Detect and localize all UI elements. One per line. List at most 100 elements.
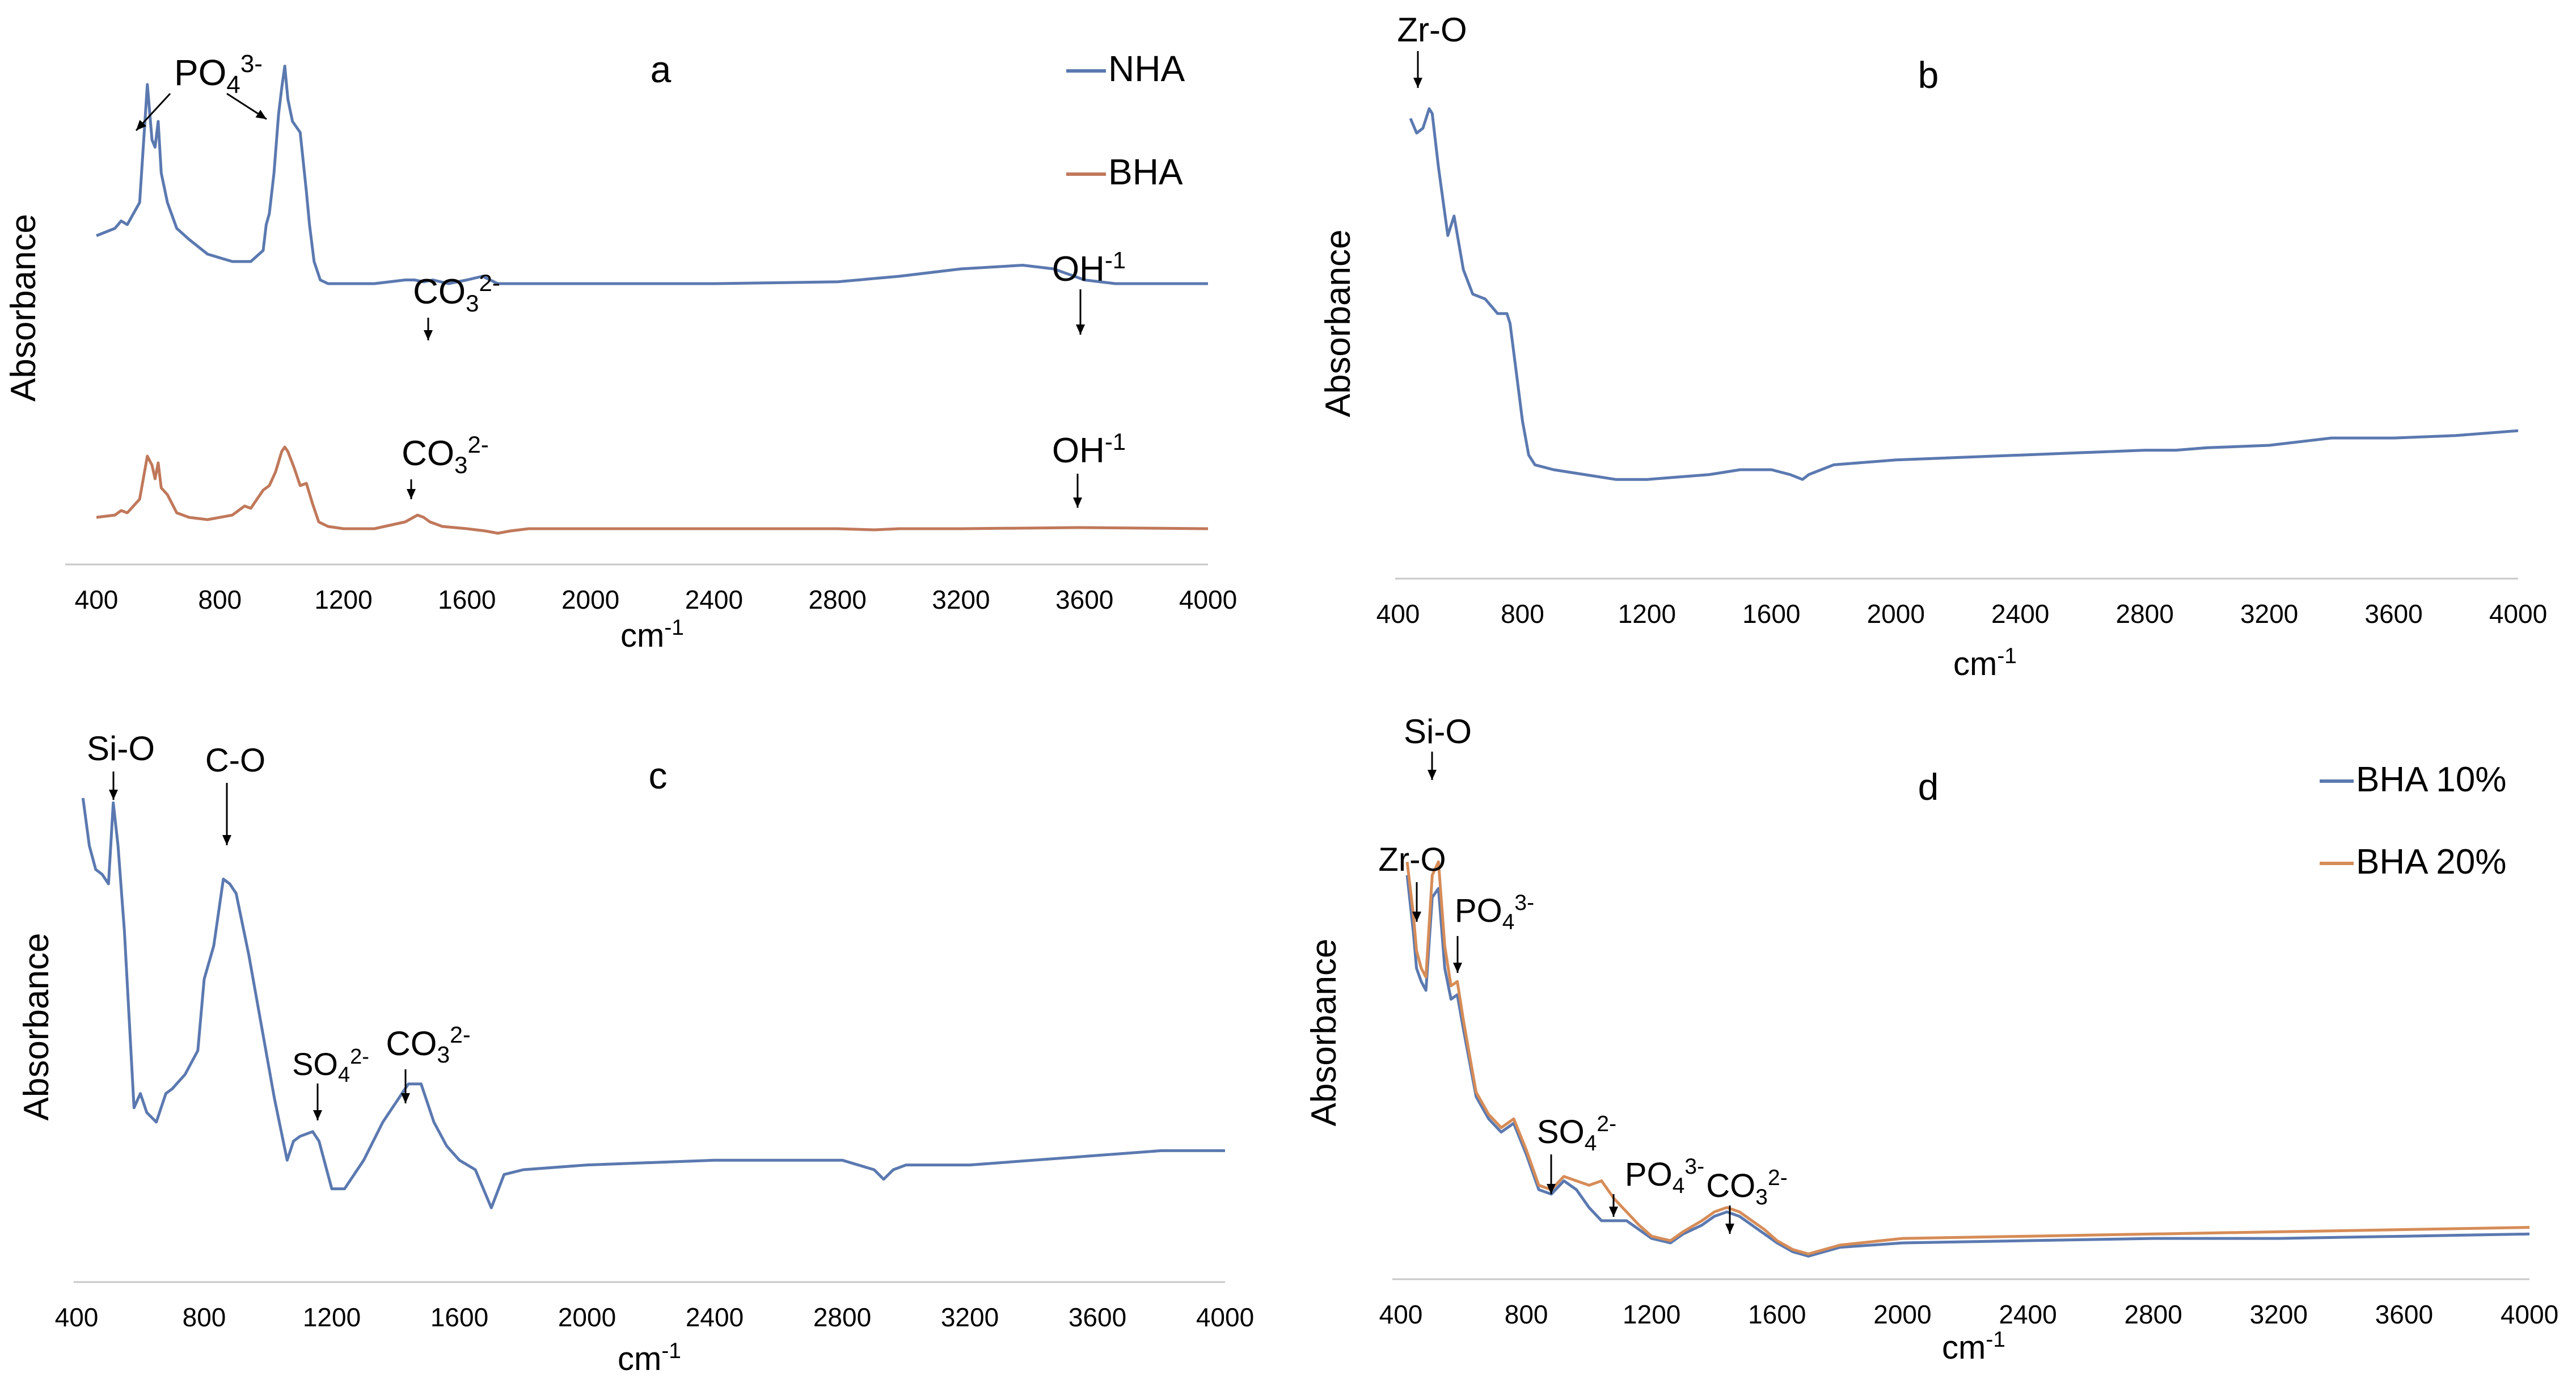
- x-tick-label-1200: 1200: [303, 1302, 361, 1332]
- series-line-bha-20-: [1405, 860, 2530, 1255]
- x-tick-label-3200: 3200: [2250, 1300, 2308, 1329]
- panel-d: 400 800 1200 1600 2000 2400 2800 3200 3600 4000 cm…: [1304, 713, 2558, 1366]
- annotation-arrow-head: [1413, 78, 1422, 88]
- peak-annotation-label: SO42-: [1537, 1112, 1616, 1156]
- x-tick-label-3200: 3200: [932, 585, 990, 614]
- x-tick-label-2800: 2800: [808, 585, 866, 614]
- x-tick-label-400: 400: [1376, 599, 1420, 629]
- x-tick-label-2000: 2000: [1873, 1300, 1931, 1329]
- x-tick-label-400: 400: [1379, 1300, 1423, 1329]
- x-tick-label-3600: 3600: [1055, 585, 1113, 614]
- annotation-arrow-head: [222, 835, 231, 845]
- x-tick-label-3200: 3200: [2240, 599, 2298, 629]
- x-tick-label-2800: 2800: [2124, 1300, 2182, 1329]
- peak-annotation-label: CO32-: [413, 269, 500, 317]
- series-line-bha-10-: [1405, 875, 2530, 1258]
- peak-annotation-label: CO32-: [1706, 1166, 1787, 1209]
- y-axis-label: Absorbance: [4, 214, 43, 402]
- annotation-arrow-head: [255, 109, 267, 119]
- series-line-bha: [96, 445, 1209, 535]
- x-tick-label-1200: 1200: [314, 585, 372, 614]
- x-tick-label-4000: 4000: [2489, 599, 2547, 629]
- peak-annotation-label: Zr-O: [1378, 841, 1446, 878]
- annotation-arrow-head: [1428, 770, 1437, 780]
- x-tick-label-2400: 2400: [1991, 599, 2049, 629]
- legend-label: BHA 10%: [2356, 760, 2506, 799]
- panel-a: 400 800 1200 1600 2000 2400 2800 3200 3600 4000 cm…: [4, 48, 1237, 654]
- peak-annotation-label: SO42-: [292, 1045, 369, 1087]
- panel-title: c: [649, 754, 668, 796]
- x-tick-label-2800: 2800: [2115, 599, 2173, 629]
- annotation-arrow-head: [136, 120, 147, 130]
- x-tick-label-3600: 3600: [1069, 1302, 1126, 1332]
- peak-annotation-label: PO43-: [1625, 1154, 1704, 1198]
- panel-b: 400 800 1200 1600 2000 2400 2800 3200 3600 4000 cm…: [1319, 11, 2547, 682]
- x-tick-label-3600: 3600: [2364, 599, 2422, 629]
- annotation-arrow-head: [407, 489, 416, 499]
- y-axis-label: Absorbance: [17, 933, 56, 1121]
- peak-annotation-label: PO43-: [174, 50, 263, 99]
- x-tick-label-400: 400: [55, 1302, 99, 1332]
- annotation-arrow-head: [1073, 498, 1082, 508]
- peak-annotation-label: PO43-: [1455, 891, 1534, 934]
- annotation-arrow-head: [424, 330, 433, 340]
- annotation-arrow-head: [1547, 1184, 1556, 1194]
- panel-title: a: [651, 48, 672, 90]
- x-tick-label-2400: 2400: [685, 585, 743, 614]
- peak-annotation-label: Zr-O: [1397, 11, 1467, 49]
- x-tick-label-3200: 3200: [941, 1302, 999, 1332]
- x-tick-label-1200: 1200: [1623, 1300, 1680, 1329]
- peak-annotation-label: CO32-: [386, 1022, 470, 1068]
- x-tick-label-4000: 4000: [1179, 585, 1237, 614]
- series-line-spectrum: [81, 798, 1225, 1209]
- y-axis-label: Absorbance: [1304, 939, 1344, 1127]
- x-tick-label-4000: 4000: [1196, 1302, 1254, 1332]
- x-tick-label-2800: 2800: [813, 1302, 871, 1332]
- peak-annotation-label: CO32-: [402, 431, 489, 478]
- annotation-arrow-head: [1609, 1207, 1618, 1217]
- panel-c: 400 800 1200 1600 2000 2400 2800 3200 3600 4000 cm…: [17, 730, 1254, 1377]
- legend-label: BHA 20%: [2356, 842, 2506, 882]
- x-tick-label-800: 800: [183, 1302, 226, 1332]
- x-tick-label-800: 800: [1505, 1300, 1548, 1329]
- x-axis-label: cm-1: [620, 615, 684, 654]
- x-tick-label-2400: 2400: [1999, 1300, 2056, 1329]
- x-tick-label-400: 400: [75, 585, 119, 614]
- x-tick-label-1200: 1200: [1618, 599, 1676, 629]
- x-tick-label-4000: 4000: [2501, 1300, 2558, 1329]
- x-tick-label-800: 800: [198, 585, 242, 614]
- peak-annotation-label: Si-O: [1404, 713, 1472, 751]
- x-axis-label: cm-1: [618, 1339, 681, 1377]
- series-line-nha: [96, 65, 1208, 285]
- annotation-arrow-head: [313, 1110, 322, 1120]
- y-axis-label: Absorbance: [1319, 230, 1358, 418]
- peak-annotation-label: OH-1: [1052, 428, 1126, 470]
- annotation-arrow-head: [401, 1093, 410, 1103]
- x-tick-label-1600: 1600: [438, 585, 496, 614]
- legend-label: BHA: [1108, 151, 1183, 192]
- x-tick-label-1600: 1600: [1748, 1300, 1806, 1329]
- peak-annotation-label: OH-1: [1052, 247, 1126, 289]
- x-axis-label: cm-1: [1942, 1327, 2005, 1366]
- annotation-arrow-head: [1412, 912, 1421, 922]
- annotation-arrow-head: [1725, 1224, 1734, 1234]
- x-tick-label-2400: 2400: [686, 1302, 744, 1332]
- panel-title: b: [1918, 54, 1939, 96]
- annotation-arrow-head: [1453, 963, 1462, 973]
- x-tick-label-1600: 1600: [430, 1302, 488, 1332]
- x-axis-label: cm-1: [1953, 644, 2017, 682]
- x-tick-label-2000: 2000: [1867, 599, 1925, 629]
- annotation-arrow-head: [109, 790, 118, 800]
- peak-annotation-label: C-O: [205, 742, 265, 779]
- x-tick-label-2000: 2000: [561, 585, 619, 614]
- x-tick-label-3600: 3600: [2375, 1300, 2433, 1329]
- x-tick-label-2000: 2000: [558, 1302, 616, 1332]
- series-line-spectrum: [1409, 107, 2519, 481]
- legend-label: NHA: [1108, 48, 1185, 89]
- annotation-arrow-head: [1076, 324, 1085, 335]
- x-tick-label-1600: 1600: [1742, 599, 1800, 629]
- x-tick-label-800: 800: [1501, 599, 1544, 629]
- peak-annotation-label: Si-O: [87, 730, 155, 768]
- panel-title: d: [1918, 766, 1939, 808]
